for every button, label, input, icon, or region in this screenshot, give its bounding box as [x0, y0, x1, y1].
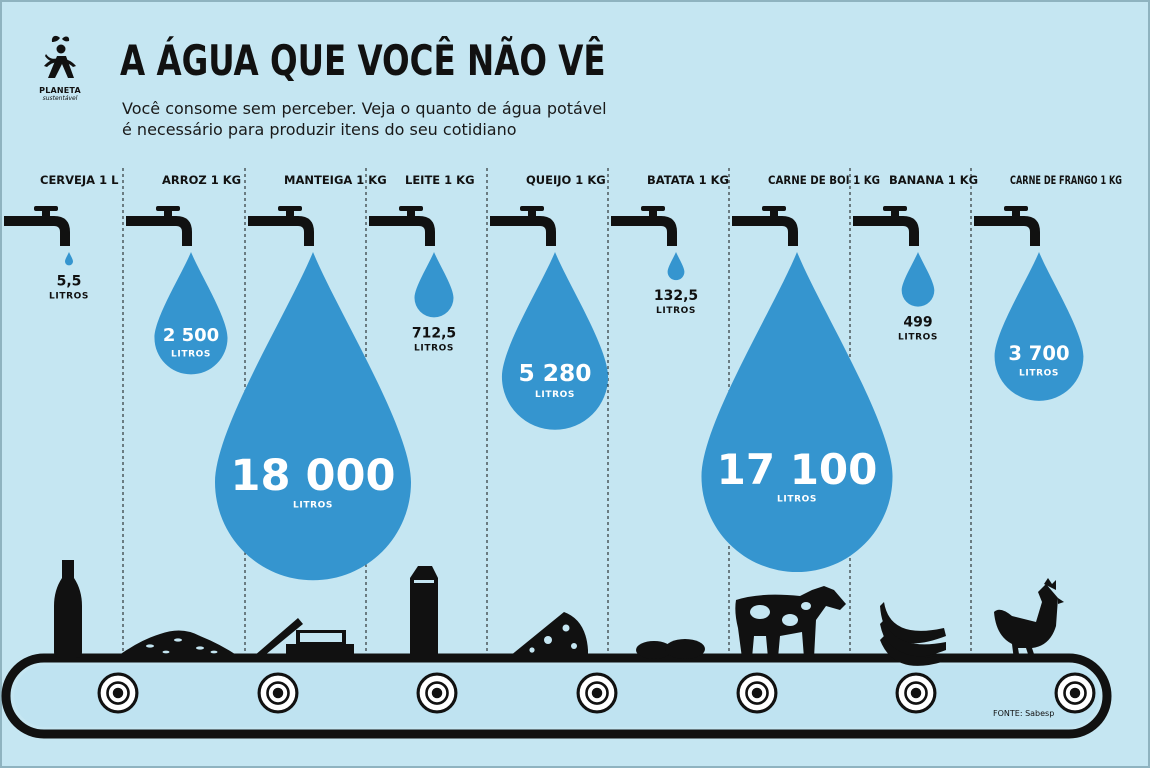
water-drop: [154, 252, 228, 375]
value-label: 2 500: [163, 325, 219, 346]
category-label: CARNE DE BOI 1 KG: [768, 173, 880, 187]
rice-pile-icon: [118, 630, 238, 656]
value-label: 18 000: [231, 451, 396, 501]
products: [54, 560, 1064, 666]
wheel-icon: [1054, 672, 1096, 714]
logo-brand: PLANETA: [39, 86, 81, 95]
value-label: 132,5: [654, 288, 698, 304]
unit-label: LITROS: [656, 306, 696, 316]
faucet-icon: [974, 206, 1040, 246]
value-label: 3 700: [1008, 342, 1069, 365]
wheel-icon: [257, 672, 299, 714]
water-drop: [901, 252, 935, 307]
wheel-icon: [97, 672, 139, 714]
water-drop: [994, 252, 1084, 401]
category-label: LEITE 1 KG: [405, 173, 475, 187]
potatoes-icon: [636, 639, 705, 659]
faucet-icon: [126, 206, 192, 246]
unit-label: LITROS: [293, 501, 333, 511]
water-drop: [65, 252, 73, 266]
cheese-icon: [510, 612, 588, 656]
water-drop: [701, 252, 893, 573]
faucet-icon: [4, 206, 70, 246]
value-label: 712,5: [412, 325, 456, 341]
unit-label: LITROS: [1019, 368, 1059, 378]
subtitle-line-1: Você consome sem perceber. Veja o quanto…: [122, 99, 607, 118]
value-label: 5,5: [57, 273, 82, 289]
faucet-icon: [853, 206, 919, 246]
column-dividers: [122, 168, 972, 658]
category-label: QUEIJO 1 KG: [526, 173, 606, 187]
conveyor-belt: [1, 653, 1112, 739]
unit-label: LITROS: [777, 494, 817, 504]
category-label: BANANA 1 KG: [889, 173, 978, 187]
beer-bottle-icon: [54, 560, 82, 658]
category-label: ARROZ 1 KG: [162, 173, 241, 187]
faucet-icon: [490, 206, 556, 246]
value-label: 17 100: [717, 445, 878, 494]
page-subtitle: Você consome sem perceber. Veja o quanto…: [122, 98, 682, 140]
cow-icon: [735, 586, 846, 658]
butter-dish-icon: [254, 618, 354, 660]
faucet-icon: [248, 206, 314, 246]
value-label: 499: [903, 315, 932, 331]
category-label: MANTEIGA 1 KG: [284, 173, 387, 187]
wheel-icon: [736, 672, 778, 714]
unit-label: LITROS: [535, 390, 575, 400]
page-title: A ÁGUA QUE VOCÊ NÃO VÊ: [120, 36, 606, 85]
faucets: [4, 206, 1040, 246]
unit-label: LITROS: [898, 333, 938, 343]
logo: PLANETA sustentável: [36, 34, 84, 104]
water-drop: [414, 252, 454, 318]
person-with-leaf-icon: [44, 35, 76, 78]
water-drop: [501, 252, 609, 430]
faucet-icon: [732, 206, 798, 246]
milk-carton-icon: [410, 566, 438, 656]
subtitle-line-2: é necessário para produzir itens do seu …: [122, 120, 517, 139]
category-label: CERVEJA 1 L: [40, 173, 119, 187]
value-label: 5 280: [518, 359, 591, 387]
chicken-icon: [994, 578, 1064, 660]
category-label: BATATA 1 KG: [647, 173, 729, 187]
faucet-icon: [611, 206, 677, 246]
unit-label: LITROS: [171, 350, 211, 360]
faucet-icon: [369, 206, 435, 246]
logo-tagline: sustentável: [42, 95, 78, 102]
wheel-icon: [576, 672, 618, 714]
wheel-icon: [416, 672, 458, 714]
category-label: CARNE DE FRANGO 1 KG: [1010, 173, 1122, 187]
category-labels: CERVEJA 1 L ARROZ 1 KG MANTEIGA 1 KG LEITE …: [40, 173, 1122, 187]
unit-label: LITROS: [49, 291, 89, 301]
banana-bunch-icon: [880, 602, 946, 666]
water-drop: [667, 252, 685, 281]
water-drop: [215, 252, 411, 581]
wheel-icon: [895, 672, 937, 714]
source-credit: FONTE: Sabesp: [993, 709, 1055, 718]
unit-label: LITROS: [414, 343, 454, 353]
